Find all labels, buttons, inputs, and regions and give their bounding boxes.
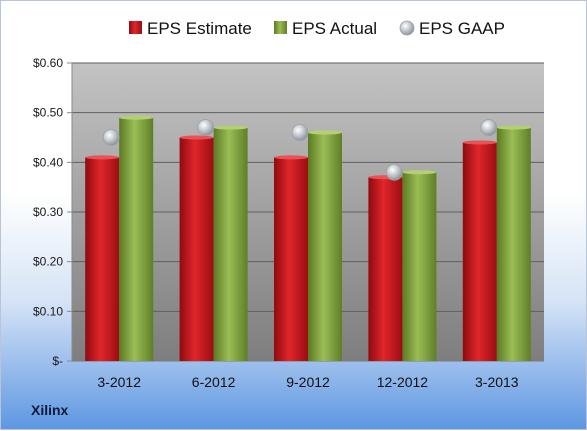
- actual-bar-top: [119, 115, 154, 120]
- company-name: Xilinx: [31, 402, 69, 418]
- y-tick-label: $0.40: [33, 155, 63, 169]
- actual-bar-top: [213, 125, 248, 130]
- y-tick-label: $0.30: [33, 205, 63, 219]
- estimate-bar: [462, 142, 497, 361]
- gaap-marker: [197, 119, 215, 136]
- estimate-bar-top: [85, 155, 120, 160]
- estimate-bar-top: [462, 140, 497, 145]
- estimate-bar: [368, 177, 403, 361]
- estimate-bar-top: [274, 155, 308, 160]
- y-tick-label: $0.20: [33, 255, 63, 269]
- x-axis: 3-2012 6-2012 9-2012 12-2012 3-2013: [97, 374, 518, 390]
- y-tick-label: $0.50: [33, 106, 63, 120]
- legend: EPS Estimate EPS Actual EPS GAAP: [129, 19, 505, 38]
- y-axis: $- $0.10 $0.20 $0.30 $0.40 $0.50 $0.60: [33, 56, 73, 368]
- actual-bar-top: [308, 130, 342, 135]
- legend-swatch-actual: [274, 21, 287, 34]
- actual-bar: [308, 132, 342, 361]
- x-tick-label: 3-2012: [97, 374, 141, 390]
- x-tick-label: 3-2013: [475, 374, 519, 390]
- estimate-bar: [179, 137, 214, 361]
- x-tick-label: 9-2012: [286, 374, 330, 390]
- y-tick-label: $0.60: [33, 56, 63, 70]
- estimate-bar: [274, 157, 308, 361]
- gaap-marker: [385, 163, 403, 181]
- gaap-marker: [480, 119, 498, 136]
- estimate-bar: [85, 157, 120, 361]
- estimate-bar-top: [179, 135, 214, 140]
- actual-bar: [213, 127, 248, 361]
- gaap-marker: [102, 129, 120, 146]
- x-tick-label: 6-2012: [192, 374, 236, 390]
- legend-label: EPS GAAP: [419, 19, 505, 38]
- y-tick-label: $0.10: [33, 304, 63, 318]
- gaap-markers: [102, 119, 498, 181]
- legend-label: EPS Actual: [292, 19, 377, 38]
- legend-label: EPS Estimate: [147, 19, 252, 38]
- actual-bar: [402, 172, 437, 361]
- gaap-marker: [291, 124, 309, 141]
- x-tick-label: 12-2012: [377, 374, 429, 390]
- legend-swatch-estimate: [129, 21, 142, 34]
- actual-bar-top: [402, 170, 437, 175]
- actual-bar-top: [496, 125, 531, 130]
- actual-bar: [496, 127, 531, 361]
- bars: [85, 115, 531, 361]
- legend-swatch-gaap: [399, 20, 415, 36]
- y-tick-label: $-: [52, 354, 63, 368]
- actual-bar: [119, 117, 154, 361]
